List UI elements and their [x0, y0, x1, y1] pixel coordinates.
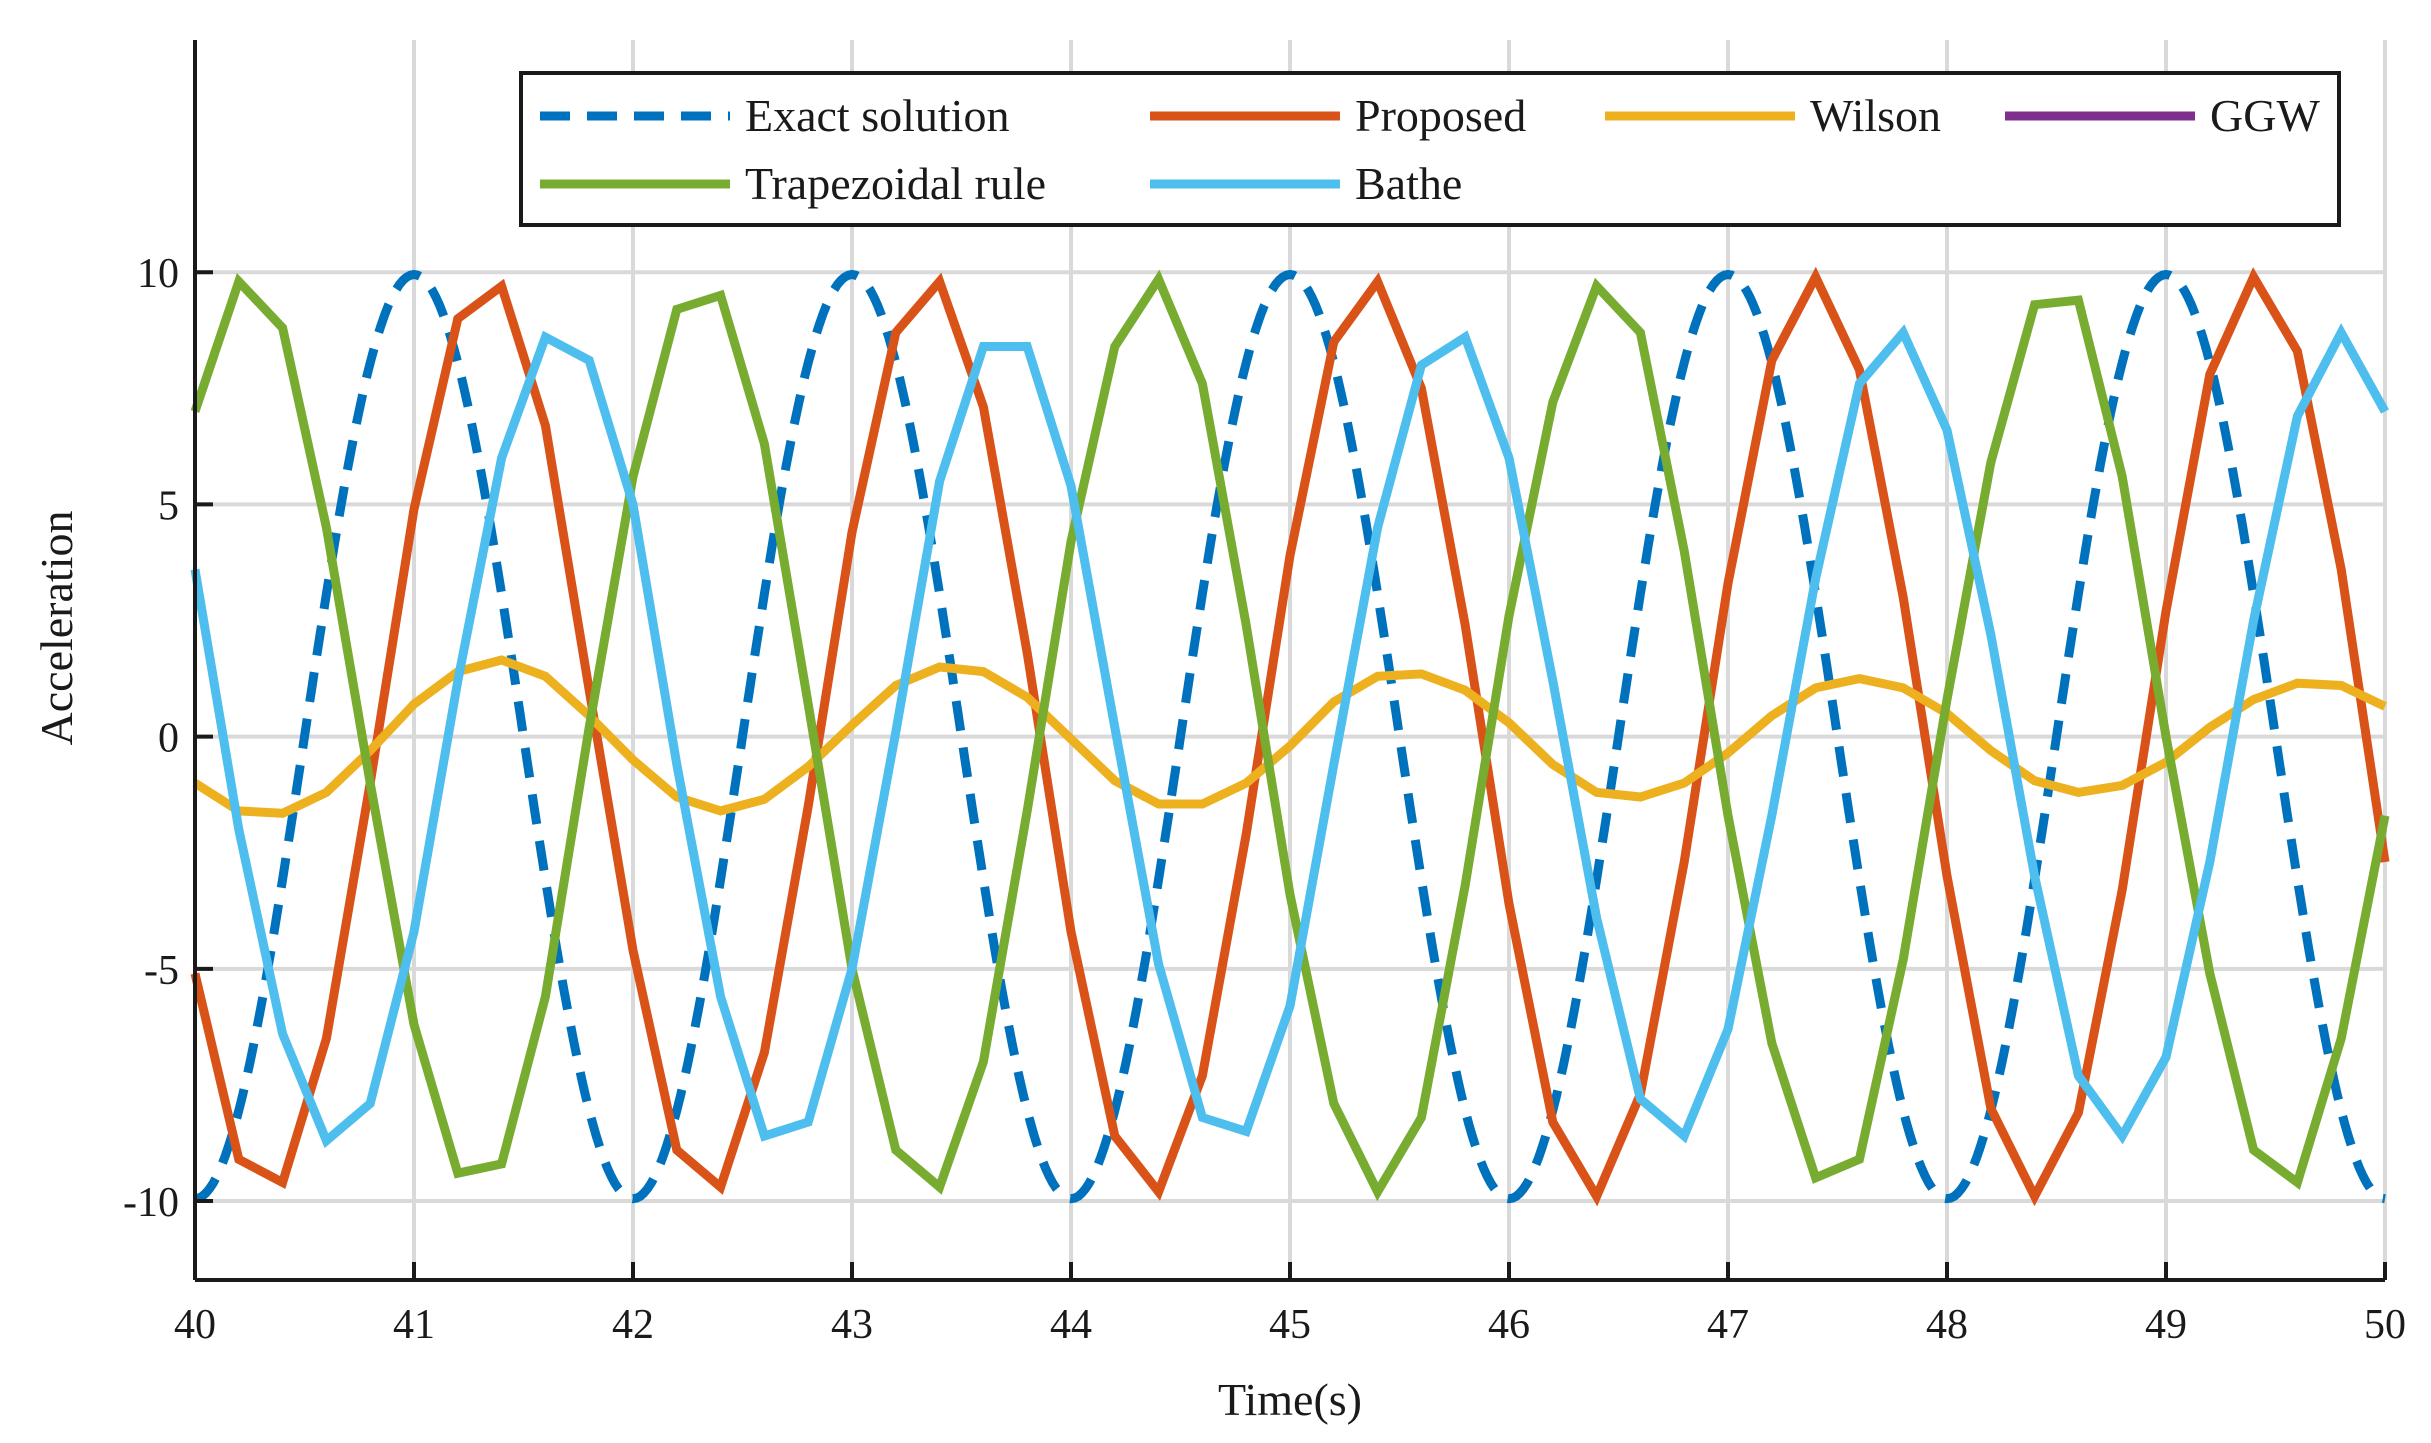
- legend-label-trapezoidal-rule: Trapezoidal rule: [745, 158, 1046, 209]
- legend-label-proposed: Proposed: [1355, 90, 1526, 141]
- y-tick-label: 0: [158, 716, 179, 762]
- x-tick-label: 46: [1488, 1302, 1530, 1348]
- x-axis-label: Time(s): [1218, 1374, 1362, 1425]
- tick-labels: 40 41 42 43 44 45 46 47 48 49 50 -10 -5 0 5 10: [123, 251, 2406, 1348]
- series-line-exact-solution: [194, 269, 2386, 1204]
- x-tick-label: 45: [1269, 1302, 1311, 1348]
- legend-item-ggw: GGW: [2005, 90, 2320, 141]
- y-tick-label: 5: [158, 483, 179, 529]
- axes: [193, 40, 2387, 1282]
- x-tick-label: 43: [831, 1302, 873, 1348]
- legend-label-ggw: GGW: [2210, 90, 2320, 141]
- legend-box: [519, 71, 2341, 227]
- legend-item-proposed: Proposed: [1150, 90, 1526, 141]
- x-tick-label: 47: [1707, 1302, 1749, 1348]
- legend-item-trapezoidal-rule: Trapezoidal rule: [540, 158, 1046, 209]
- legend-label-exact-solution: Exact solution: [745, 90, 1009, 141]
- series-line-proposed: [190, 266, 2390, 1207]
- legend-item-bathe: Bathe: [1150, 158, 1462, 209]
- legend-item-wilson: Wilson: [1605, 90, 1941, 141]
- y-tick-label: -10: [123, 1180, 179, 1226]
- series-line-trapezoidal-rule: [190, 269, 2390, 1202]
- legend-label-wilson: Wilson: [1810, 90, 1941, 141]
- x-tick-label: 41: [393, 1302, 435, 1348]
- y-tick-label: -5: [144, 948, 179, 994]
- x-tick-label: 44: [1050, 1302, 1092, 1348]
- series-line-bathe: [190, 323, 2389, 1149]
- x-tick-label: 40: [174, 1302, 216, 1348]
- x-tick-label: 48: [1926, 1302, 1968, 1348]
- y-axis-label: Acceleration: [31, 511, 82, 746]
- x-tick-label: 42: [612, 1302, 654, 1348]
- x-tick-label: 50: [2364, 1302, 2406, 1348]
- legend-item-exact-solution: Exact solution: [540, 90, 1009, 141]
- x-tick-label: 49: [2145, 1302, 2187, 1348]
- legend-label-bathe: Bathe: [1355, 158, 1462, 209]
- legend: Exact solution Proposed Wilson GGW Trape…: [519, 71, 2341, 227]
- series-layer: [190, 266, 2390, 1207]
- y-tick-label: 10: [137, 251, 179, 297]
